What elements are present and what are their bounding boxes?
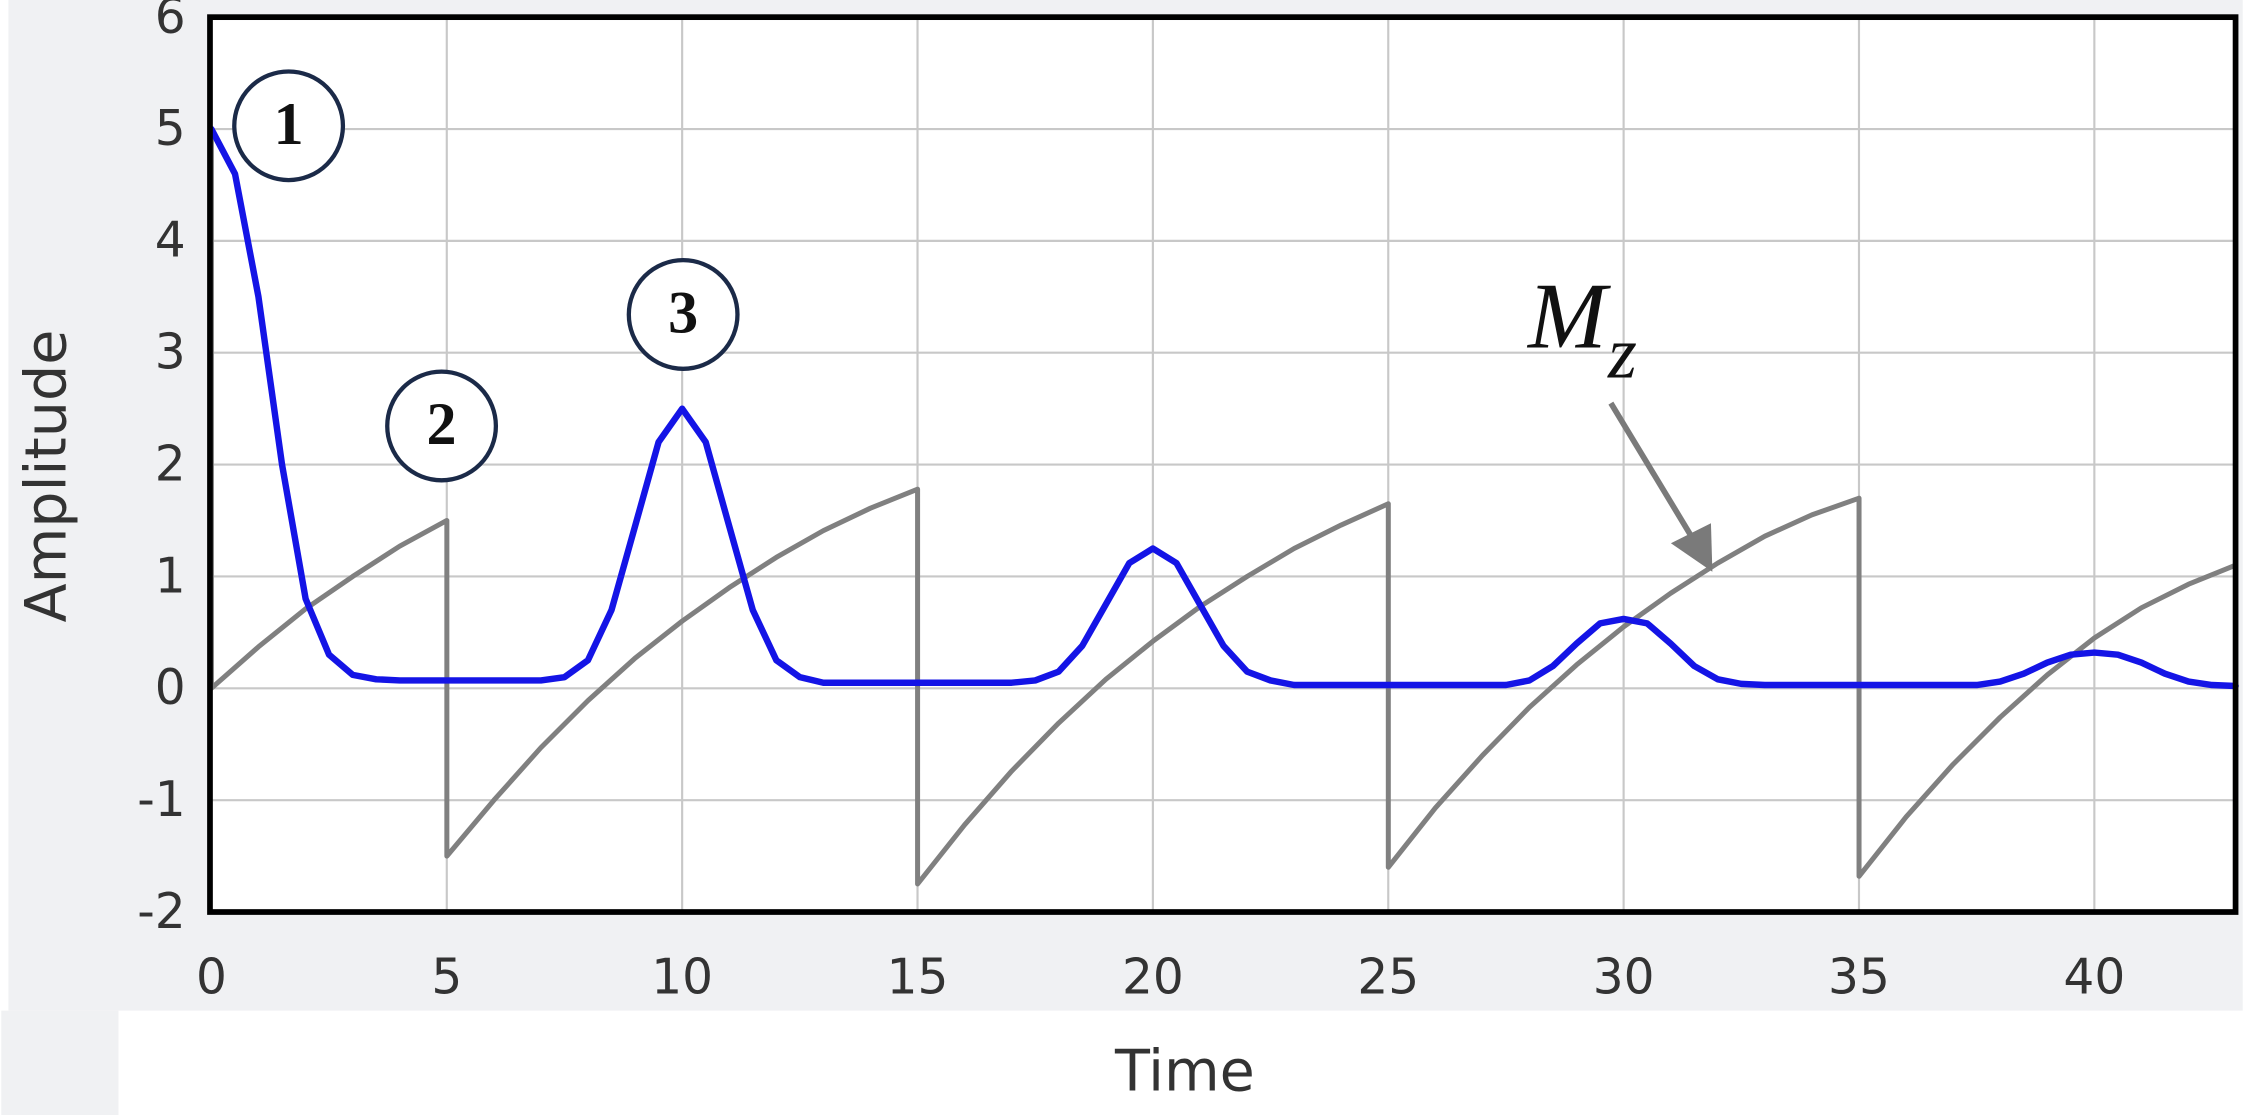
x-tick-label: 5 bbox=[431, 950, 462, 1006]
x-tick-label: 35 bbox=[1828, 950, 1890, 1006]
panel-background-corner bbox=[1, 1010, 119, 1115]
x-tick-label: 25 bbox=[1357, 950, 1419, 1006]
ticks: 0 5 10 15 20 25 30 35 40 -2 -1 0 1 2 3 4 5 6 bbox=[137, 0, 2125, 1006]
y-tick-label: 3 bbox=[155, 325, 186, 381]
x-axis-label: Time bbox=[1114, 1039, 1255, 1105]
marker-circle bbox=[232, 69, 346, 183]
y-tick-label: 4 bbox=[155, 213, 186, 269]
y-tick-label: -1 bbox=[137, 772, 185, 828]
marker-number: 3 bbox=[668, 280, 698, 346]
series-line bbox=[208, 125, 2239, 690]
y-tick-label: 5 bbox=[155, 101, 186, 157]
x-tick-label: 30 bbox=[1593, 950, 1655, 1006]
y-tick-label: 1 bbox=[155, 548, 186, 604]
marker-circle bbox=[626, 258, 740, 371]
x-tick-label: 10 bbox=[651, 950, 713, 1006]
x-tick-label: 0 bbox=[196, 950, 227, 1006]
annotations: M z 1 2 3 bbox=[232, 69, 1713, 572]
arrow-shaft bbox=[1608, 401, 1697, 542]
y-tick-label: 2 bbox=[155, 436, 186, 492]
y-tick-label: 6 bbox=[155, 0, 186, 45]
marker-circle bbox=[385, 369, 499, 483]
marker-number: 2 bbox=[427, 391, 457, 457]
lines bbox=[208, 125, 2239, 887]
y-tick-label: 0 bbox=[155, 660, 186, 716]
plot-border bbox=[207, 14, 2239, 915]
mz-label-sub: z bbox=[1607, 312, 1637, 394]
mz-label-main: M bbox=[1526, 265, 1611, 369]
y-axis-label: Amplitude bbox=[13, 330, 79, 623]
x-tick-label: 40 bbox=[2063, 950, 2125, 1006]
marker-number: 1 bbox=[274, 91, 304, 157]
x-tick-label: 15 bbox=[887, 950, 949, 1006]
y-tick-label: -2 bbox=[137, 884, 185, 940]
x-tick-label: 20 bbox=[1122, 950, 1184, 1006]
arrow-head bbox=[1670, 523, 1713, 572]
